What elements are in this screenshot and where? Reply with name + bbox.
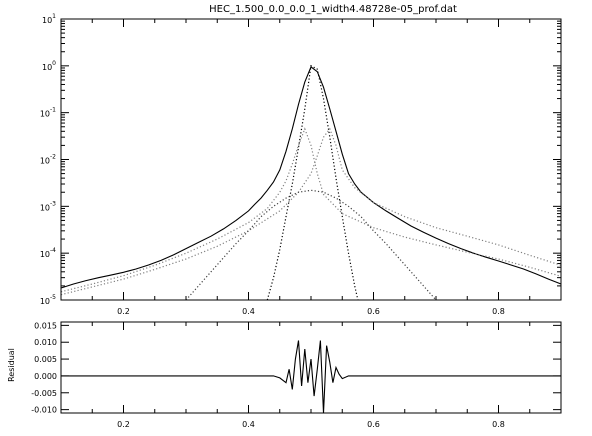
profile-y-tick-label: 101 <box>42 13 56 25</box>
residual-x-tick-label: 0.8 <box>492 420 505 429</box>
profile-series-group <box>60 64 562 301</box>
residual-y-label: Residual <box>7 348 16 382</box>
profile-y-axis: 10-5 10-4 10-3 10-2 10-1 100 101 <box>40 13 561 306</box>
residual-series-group <box>61 340 561 414</box>
profile-plot: HEC_1.500_0.0_0.0_1_width4.48728e-05_pro… <box>40 4 562 316</box>
profile-x-tick-label: 0.2 <box>117 307 130 316</box>
residual-x-tick-label: 0.4 <box>242 420 255 429</box>
residual-y-tick-label: -0.005 <box>31 389 57 398</box>
residual-y-tick-label: 0.015 <box>34 321 57 330</box>
profile-y-tick-label: 10-4 <box>40 247 56 259</box>
profile-y-tick-label: 10-1 <box>40 107 56 119</box>
residual-plot-frame <box>60 321 562 414</box>
chart-title: HEC_1.500_0.0_0.0_1_width4.48728e-05_pro… <box>209 4 457 15</box>
profile-series-1 <box>266 64 359 301</box>
profile-series-0 <box>60 66 562 289</box>
residual-plot: Residual -0.010 -0.005 0.000 0.005 0.010 0.01… <box>7 321 562 429</box>
profile-x-tick-label: 0.4 <box>242 307 255 316</box>
residual-y-tick-label: -0.010 <box>31 406 57 415</box>
residual-x-tick-label: 0.6 <box>367 420 380 429</box>
residual-x-axis: 0.2 0.4 0.6 0.8 <box>91 322 531 429</box>
residual-y-tick-label: 0.005 <box>34 355 57 364</box>
profile-y-tick-label: 10-3 <box>40 200 56 212</box>
residual-x-tick-label: 0.2 <box>117 420 130 429</box>
profile-x-tick-label: 0.6 <box>367 307 380 316</box>
profile-series-3 <box>60 127 562 296</box>
profile-y-tick-label: 10-2 <box>40 154 56 166</box>
profile-y-tick-label: 10-5 <box>40 294 56 306</box>
profile-x-tick-label: 0.8 <box>492 307 505 316</box>
residual-series-0 <box>61 340 561 414</box>
residual-y-tick-label: 0.010 <box>34 338 57 347</box>
residual-y-tick-label: 0.000 <box>34 372 57 381</box>
profile-x-axis: 0.2 0.4 0.6 0.8 <box>91 19 531 316</box>
residual-y-axis: -0.010 -0.005 0.000 0.005 0.010 0.015 <box>31 321 561 415</box>
profile-plot-frame <box>60 18 562 301</box>
profile-y-tick-label: 100 <box>42 60 56 72</box>
